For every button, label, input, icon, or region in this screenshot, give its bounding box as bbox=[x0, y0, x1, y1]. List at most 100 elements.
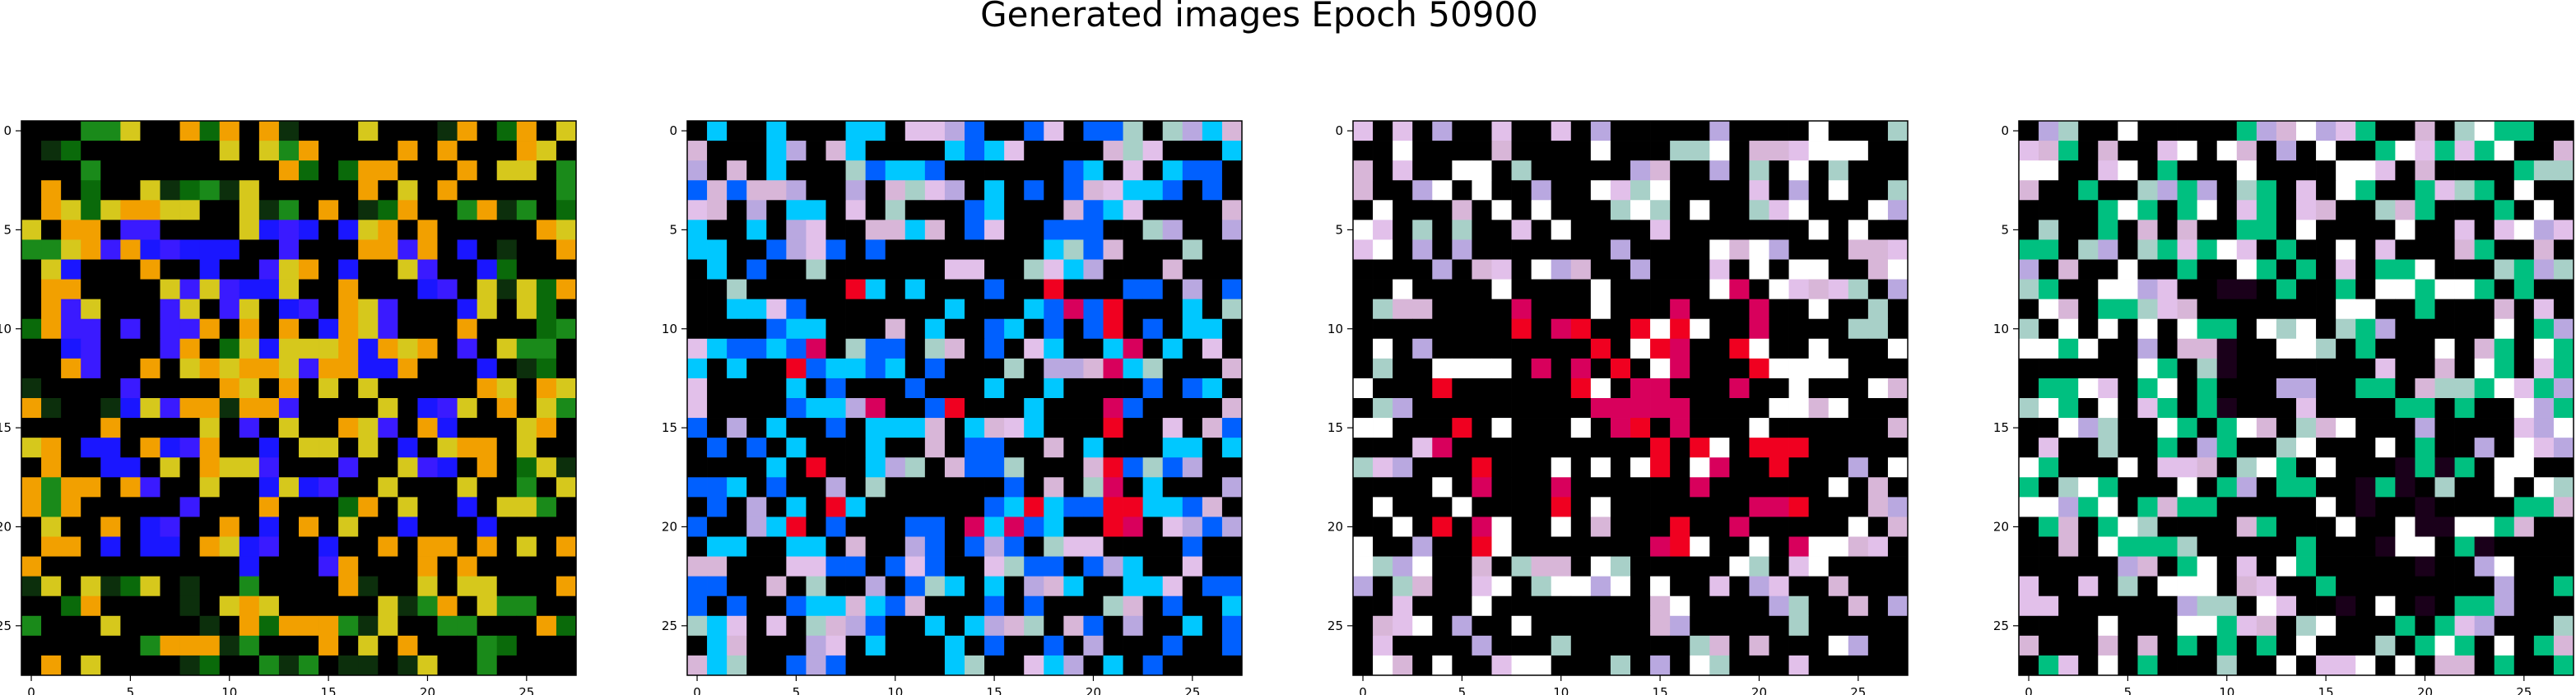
pixel-cell bbox=[477, 576, 498, 597]
pixel-cell bbox=[2118, 200, 2138, 220]
pixel-cell bbox=[1083, 635, 1104, 656]
pixel-cell bbox=[1650, 299, 1671, 320]
pixel-cell bbox=[179, 299, 200, 320]
pixel-cell bbox=[1024, 635, 1044, 656]
pixel-cell bbox=[2177, 438, 2197, 458]
pixel-cell bbox=[1670, 220, 1690, 240]
pixel-cell bbox=[2157, 220, 2178, 240]
pixel-cell bbox=[965, 477, 985, 498]
pixel-cell bbox=[536, 635, 557, 656]
pixel-cell bbox=[1690, 655, 1710, 676]
y-tick-label: 10 bbox=[0, 322, 12, 336]
pixel-cell bbox=[2355, 259, 2376, 280]
pixel-cell bbox=[2157, 497, 2178, 517]
pixel-cell bbox=[1103, 299, 1123, 320]
pixel-cell bbox=[2118, 358, 2138, 379]
pixel-cell bbox=[477, 635, 498, 656]
pixel-cell bbox=[1828, 477, 1849, 498]
pixel-cell bbox=[1610, 160, 1631, 181]
pixel-cell bbox=[120, 121, 141, 141]
pixel-cell bbox=[536, 180, 557, 201]
pixel-cell bbox=[2513, 595, 2535, 617]
pixel-cell bbox=[1083, 259, 1104, 280]
pixel-cell bbox=[746, 299, 767, 320]
pixel-cell bbox=[1590, 398, 1611, 419]
pixel-cell bbox=[2296, 497, 2317, 517]
pixel-cell bbox=[2177, 279, 2197, 299]
pixel-cell bbox=[1221, 299, 1243, 320]
pixel-cell bbox=[1353, 497, 1374, 517]
pixel-cell bbox=[140, 418, 160, 438]
pixel-cell bbox=[865, 457, 886, 478]
pixel-cell bbox=[1887, 279, 1909, 299]
pixel-cell bbox=[2078, 398, 2099, 419]
pixel-cell bbox=[746, 200, 767, 220]
pixel-cell bbox=[1083, 279, 1104, 299]
pixel-cell bbox=[1551, 378, 1572, 399]
pixel-cell bbox=[1004, 497, 1025, 517]
pixel-cell bbox=[806, 517, 826, 537]
pixel-cell bbox=[2395, 556, 2416, 577]
pixel-cell bbox=[61, 121, 81, 141]
pixel-cell bbox=[437, 556, 458, 577]
pixel-cell bbox=[766, 180, 787, 201]
pixel-cell bbox=[1004, 438, 1025, 458]
pixel-cell bbox=[556, 576, 577, 597]
pixel-cell bbox=[338, 259, 359, 280]
pixel-cell bbox=[41, 477, 62, 498]
pixel-cell bbox=[2474, 655, 2495, 676]
pixel-cell bbox=[845, 338, 866, 359]
pixel-cell bbox=[687, 121, 708, 141]
pixel-cell bbox=[319, 378, 339, 399]
pixel-cell bbox=[924, 655, 946, 676]
pixel-cell bbox=[2336, 259, 2356, 280]
pixel-cell bbox=[398, 477, 418, 498]
pixel-cell bbox=[1491, 299, 1512, 320]
pixel-cell bbox=[437, 160, 458, 181]
pixel-cell bbox=[2533, 259, 2555, 280]
pixel-cell bbox=[160, 141, 180, 161]
pixel-cell bbox=[1162, 655, 1183, 676]
pixel-cell bbox=[2395, 477, 2416, 498]
pixel-cell bbox=[378, 318, 398, 340]
pixel-cell bbox=[806, 141, 826, 161]
pixel-cell bbox=[1432, 536, 1453, 557]
pixel-cell bbox=[536, 615, 557, 637]
pixel-cell bbox=[2177, 497, 2197, 517]
pixel-cell bbox=[1650, 220, 1671, 240]
pixel-cell bbox=[1769, 556, 1789, 577]
pixel-cell bbox=[2434, 556, 2455, 577]
pixel-cell bbox=[1452, 615, 1472, 637]
pixel-cell bbox=[944, 279, 965, 299]
pixel-cell bbox=[1531, 160, 1552, 181]
pixel-cell bbox=[1709, 180, 1730, 201]
pixel-cell bbox=[2058, 358, 2079, 379]
pixel-cell bbox=[1353, 220, 1374, 240]
pixel-cell bbox=[687, 655, 708, 676]
pixel-cell bbox=[1472, 398, 1492, 419]
pixel-cell bbox=[496, 180, 518, 201]
pixel-cell bbox=[1472, 239, 1492, 260]
pixel-cell bbox=[1729, 141, 1750, 161]
pixel-cell bbox=[2336, 160, 2356, 181]
pixel-cell bbox=[1729, 556, 1750, 577]
pixel-cell bbox=[1511, 200, 1532, 220]
pixel-cell bbox=[1162, 141, 1183, 161]
pixel-cell bbox=[2355, 438, 2376, 458]
pixel-cell bbox=[766, 655, 787, 676]
pixel-cell bbox=[1590, 200, 1611, 220]
pixel-cell bbox=[1024, 259, 1044, 280]
pixel-cell bbox=[1867, 220, 1889, 240]
pixel-cell bbox=[100, 121, 121, 141]
x-tick-label: 20 bbox=[1086, 685, 1101, 695]
pixel-cell bbox=[1004, 279, 1025, 299]
pixel-cell bbox=[1162, 121, 1183, 141]
pixel-cell bbox=[2039, 318, 2059, 340]
pixel-cell bbox=[2474, 259, 2495, 280]
pixel-cell bbox=[140, 398, 160, 419]
pixel-cell bbox=[885, 220, 906, 240]
pixel-cell bbox=[1083, 536, 1104, 557]
pixel-cell bbox=[1491, 378, 1512, 399]
pixel-cell bbox=[378, 200, 398, 220]
pixel-cell bbox=[120, 180, 141, 201]
